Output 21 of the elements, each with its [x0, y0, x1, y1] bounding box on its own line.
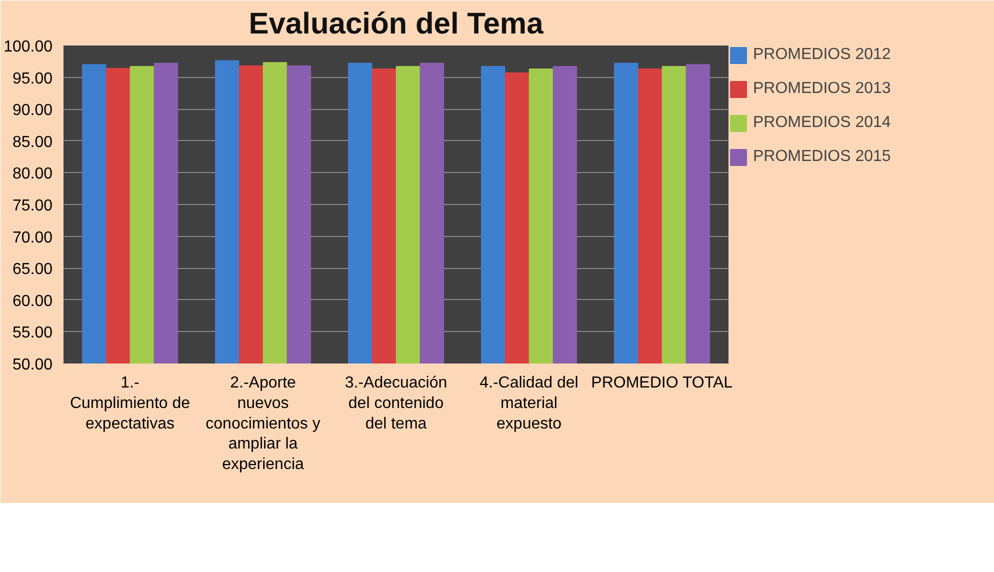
x-tick-label: 2.-Aporte nuevos conocimientos y ampliar la experiencia	[206, 374, 320, 474]
y-tick-label: 95.00	[12, 70, 53, 88]
legend-label: PROMEDIOS 2013	[753, 80, 891, 98]
x-tick-label: 3.-Adecuación del contenido del tema	[344, 374, 448, 432]
legend-label: PROMEDIOS 2012	[753, 46, 891, 64]
chart-title: Evaluación del Tema	[248, 8, 544, 40]
x-tick-label: 4.-Calidad del material expuesto	[480, 374, 578, 432]
x-tick-label: 1.- Cumplimiento de expectativas	[70, 374, 190, 432]
y-tick-label: 65.00	[12, 261, 53, 278]
y-tick-label: 90.00	[12, 102, 53, 120]
y-tick-label: 50.00	[12, 356, 53, 374]
y-tick-label: 100.00	[4, 38, 53, 56]
y-tick-label: 70.00	[12, 229, 53, 246]
y-tick-label: 60.00	[12, 292, 53, 310]
y-tick-label: 55.00	[12, 324, 53, 342]
x-tick-label: PROMEDIO TOTAL	[591, 374, 733, 392]
y-tick-label: 85.00	[12, 134, 53, 151]
y-tick-label: 75.00	[12, 198, 53, 214]
y-tick-label: 80.00	[12, 166, 53, 183]
legend-label: PROMEDIOS 2014	[753, 114, 891, 132]
legend-label: PROMEDIOS 2015	[753, 148, 891, 166]
